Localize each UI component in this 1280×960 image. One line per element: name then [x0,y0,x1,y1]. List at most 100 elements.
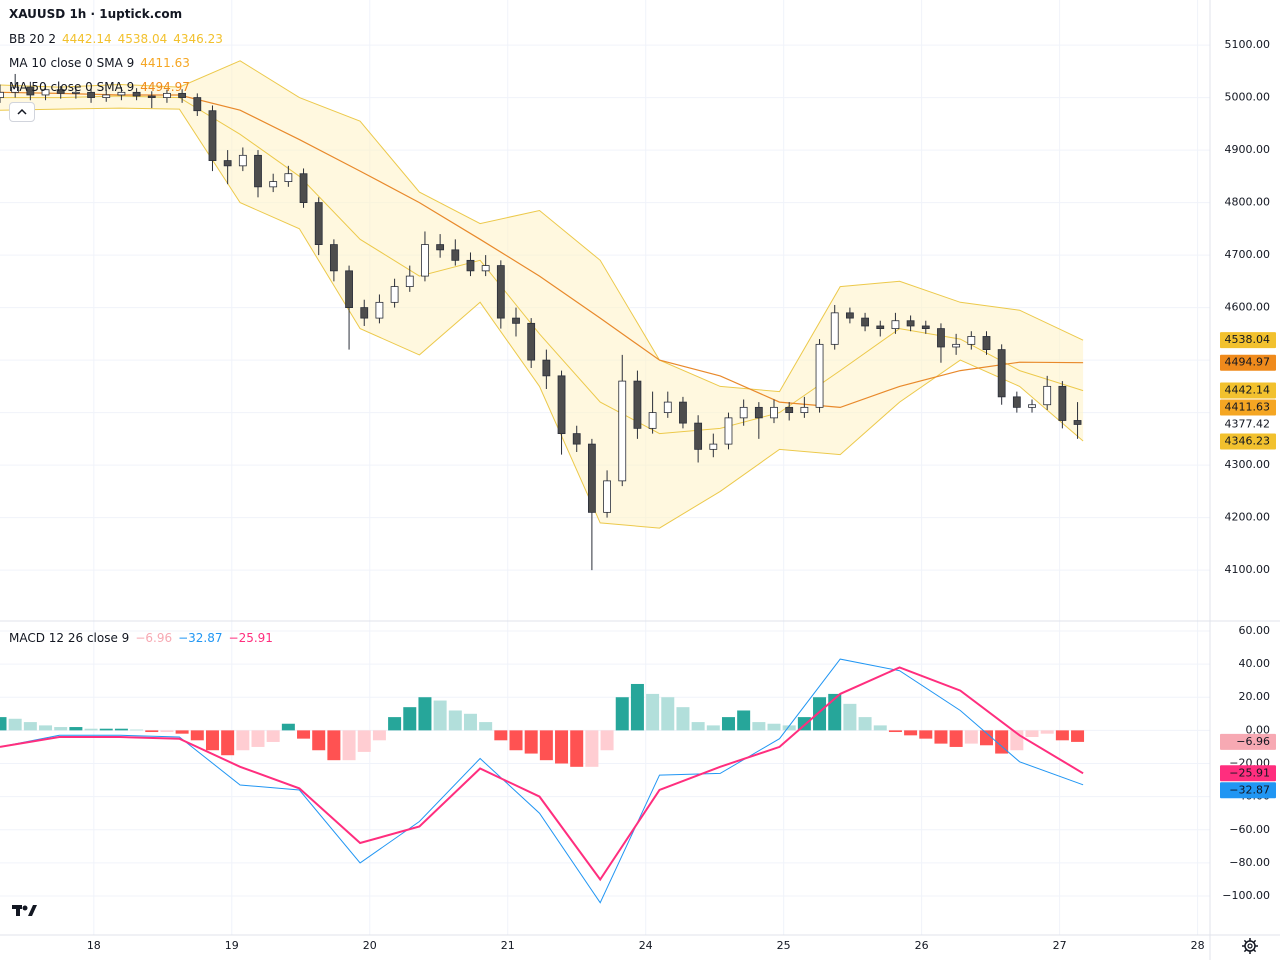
price-badge-label: −32.87 [1229,783,1270,796]
price-pane [0,60,1084,571]
legend-name: MACD 12 26 close 9 [9,631,130,645]
histogram-bar [949,730,963,747]
histogram-bar [266,730,280,742]
candle-body [1028,404,1036,408]
histogram-bar [919,730,933,739]
candle-body [421,244,429,277]
legend-value: 4442.14 [62,32,112,46]
x-tick-label: 28 [1191,939,1205,952]
price-badge-label: 4494.97 [1225,356,1271,369]
y-tick-label: 4100.00 [1225,563,1271,576]
signal-line [0,666,1084,882]
candle-body [679,401,687,424]
histogram-bar [888,730,902,733]
candle-body [193,97,202,112]
price-badge [1220,733,1276,750]
legend-name: MA 50 close 0 SMA 9 [9,80,135,94]
candle-body [724,417,733,445]
histogram-bar [69,727,83,731]
legend-value: −32.87 [178,631,223,645]
legend-value: −25.91 [228,631,273,645]
histogram-bar [130,729,144,731]
candle-body [360,307,369,319]
candle-body [451,249,460,261]
price-badge [1220,399,1276,416]
price-badge-label: 4377.42 [1225,417,1271,430]
y-tick-label: 4600.00 [1225,301,1271,314]
y-tick-label: 4700.00 [1225,248,1271,261]
candle-body [178,92,187,98]
histogram-bar [979,730,993,746]
settings-gear[interactable] [1242,938,1258,954]
x-tick-label: 18 [87,939,101,952]
histogram-bar [8,718,22,731]
candle-body [56,89,65,94]
candle-body [618,380,627,482]
candle-body [496,265,505,319]
y-tick-label: 4800.00 [1225,196,1271,209]
price-badge-label: 4346.23 [1225,434,1271,447]
histogram-bar [509,730,523,751]
histogram-bar [752,722,766,731]
y-tick-label: −60.00 [1229,823,1270,836]
candle-body [876,325,885,330]
candle-body [329,244,338,272]
histogram-bar [84,728,98,731]
price-badge [1220,433,1276,450]
price-badge [1220,782,1276,799]
candle-body [587,443,596,513]
candle-body [390,286,399,303]
legend-ma50: MA 50 close 0 SMA 9 4494.97 [9,80,196,94]
chart-title: XAUUSD 1h · 1uptick.com [9,7,183,21]
histogram-bar [873,725,887,731]
collapse-button[interactable] [9,102,35,122]
axes: 4100.004200.004300.004400.004500.004600.… [87,38,1276,952]
candle-body [845,312,854,319]
y-tick-label: 40.00 [1239,657,1271,670]
candle-body [71,91,80,94]
histogram-bar [782,725,796,731]
candle-body [830,312,839,345]
candle-body [861,317,869,327]
histogram-bar [23,722,37,731]
histogram-bar [813,697,827,731]
histogram-bar [54,727,68,731]
histogram-bar [114,728,128,731]
histogram-bar [539,730,553,761]
candle-body [41,89,50,96]
price-badge-label: −25.91 [1229,766,1270,779]
candle-body [800,406,809,414]
histogram-bar [737,710,751,731]
x-tick-label: 21 [501,939,515,952]
histogram-bar [388,717,402,731]
candle-body [663,401,672,414]
y-tick-label: −80.00 [1229,856,1270,869]
candle-body [147,95,156,98]
legend-name: BB 20 2 [9,32,56,46]
candle-body [1073,420,1082,425]
histogram-bar [312,730,326,751]
histogram-bar [372,730,386,741]
candle-body [603,480,611,513]
x-tick-label: 19 [225,939,239,952]
price-badge-label: 4442.14 [1225,383,1271,396]
legend-bb: BB 20 2 4442.14 4538.04 4346.23 [9,32,229,46]
histogram-bar [175,730,189,734]
macd-pane [0,658,1085,904]
candle-body [906,320,915,327]
histogram-bar [145,730,159,733]
candle-body [466,259,475,272]
legend-value: 4538.04 [117,32,168,46]
candle-body [785,406,794,414]
candle-body [0,91,4,98]
candle-body [102,94,111,98]
candle-body [11,86,20,93]
candle-body [815,343,824,408]
y-tick-label: 20.00 [1239,690,1271,703]
histogram-bar [843,703,857,731]
candle-body [512,317,520,324]
histogram-bar [691,722,705,731]
candle-body [967,336,976,345]
candle-body [238,154,247,167]
